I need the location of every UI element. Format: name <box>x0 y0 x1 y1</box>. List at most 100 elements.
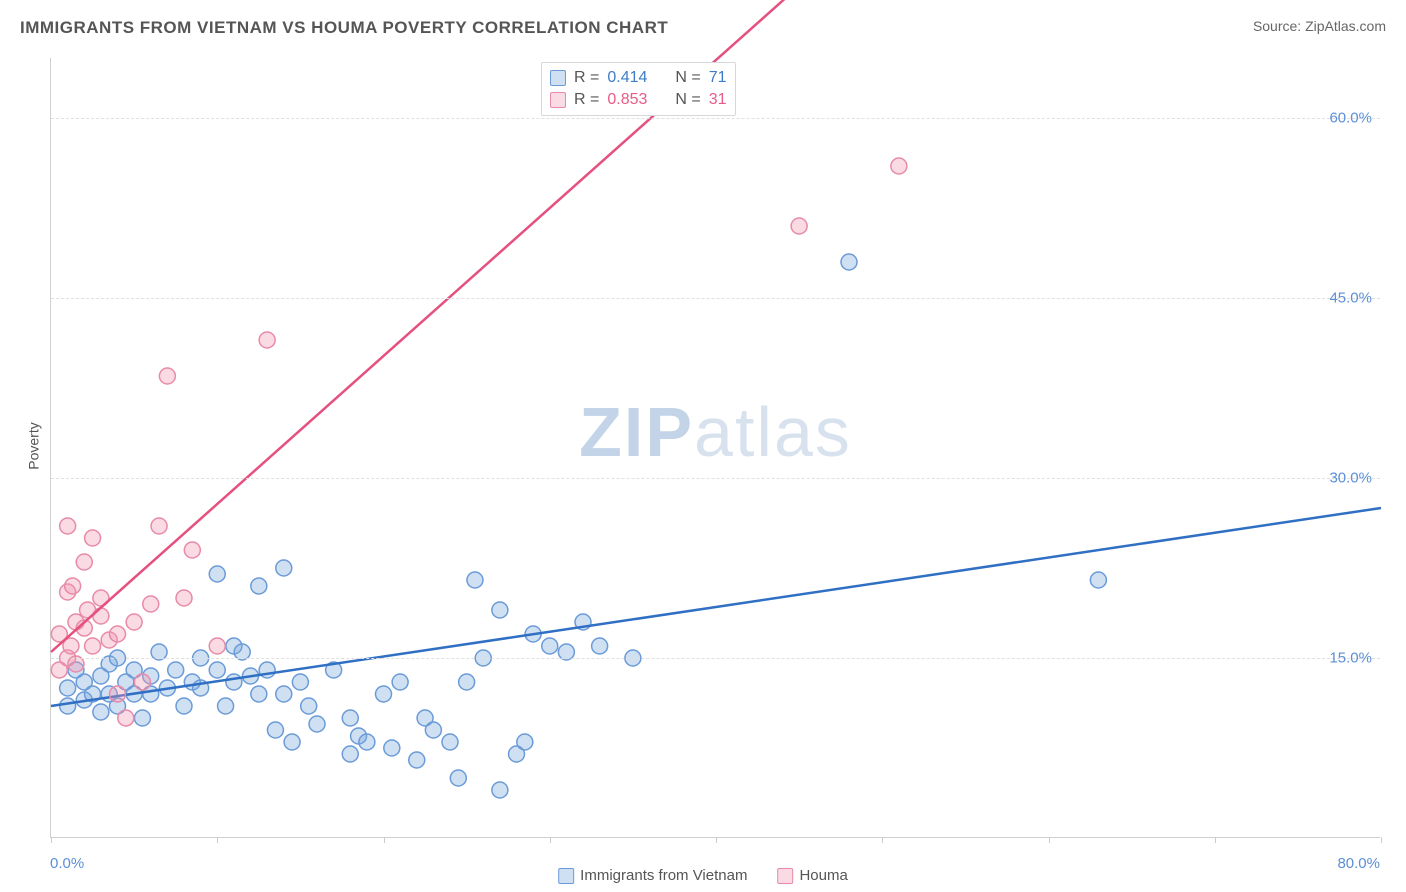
y-axis-label: Poverty <box>26 422 42 469</box>
data-point <box>467 572 483 588</box>
n-label: N = <box>675 91 700 109</box>
data-point <box>450 770 466 786</box>
legend-row-series1: R = 0.414 N = 71 <box>550 67 727 89</box>
data-point <box>226 674 242 690</box>
bottom-legend-item-series1: Immigrants from Vietnam <box>558 867 747 884</box>
data-point <box>143 596 159 612</box>
data-point <box>384 740 400 756</box>
data-point <box>93 608 109 624</box>
x-tick <box>1381 837 1382 843</box>
data-point <box>209 566 225 582</box>
data-point <box>442 734 458 750</box>
data-point <box>209 662 225 678</box>
data-point <box>276 686 292 702</box>
data-point <box>284 734 300 750</box>
r-value-series1: 0.414 <box>607 69 647 87</box>
data-point <box>168 662 184 678</box>
data-point <box>791 218 807 234</box>
data-point <box>126 614 142 630</box>
data-point <box>151 518 167 534</box>
data-point <box>184 542 200 558</box>
data-point <box>342 746 358 762</box>
source-label: Source: <box>1253 18 1305 34</box>
trend-line <box>51 508 1381 706</box>
r-value-series2: 0.853 <box>607 91 647 109</box>
data-point <box>342 710 358 726</box>
gridline <box>51 658 1380 659</box>
data-point <box>176 698 192 714</box>
data-point <box>85 638 101 654</box>
legend-label-series2: Houma <box>799 867 847 884</box>
data-point <box>110 626 126 642</box>
x-tick <box>716 837 717 843</box>
data-point <box>542 638 558 654</box>
correlation-legend-box: R = 0.414 N = 71 R = 0.853 N = 31 <box>541 62 736 116</box>
data-point <box>134 674 150 690</box>
gridline <box>51 478 1380 479</box>
data-point <box>592 638 608 654</box>
data-point <box>492 782 508 798</box>
x-tick <box>384 837 385 843</box>
data-point <box>492 602 508 618</box>
data-point <box>267 722 283 738</box>
r-label: R = <box>574 91 599 109</box>
data-point <box>134 710 150 726</box>
y-tick-label: 15.0% <box>1329 650 1372 667</box>
data-point <box>276 560 292 576</box>
data-point <box>459 674 475 690</box>
data-point <box>218 698 234 714</box>
data-point <box>841 254 857 270</box>
header: IMMIGRANTS FROM VIETNAM VS HOUMA POVERTY… <box>20 18 1386 48</box>
data-point <box>76 554 92 570</box>
gridline <box>51 118 1380 119</box>
legend-swatch-series1 <box>550 70 566 86</box>
data-point <box>60 680 76 696</box>
data-point <box>259 332 275 348</box>
legend-swatch-series2-icon <box>777 868 793 884</box>
data-point <box>301 698 317 714</box>
x-tick <box>1215 837 1216 843</box>
x-tick <box>51 837 52 843</box>
y-tick-label: 60.0% <box>1329 110 1372 127</box>
legend-swatch-series2 <box>550 92 566 108</box>
chart-container: IMMIGRANTS FROM VIETNAM VS HOUMA POVERTY… <box>0 0 1406 892</box>
data-point <box>292 674 308 690</box>
source-attribution: Source: ZipAtlas.com <box>1253 18 1386 34</box>
legend-label-series1: Immigrants from Vietnam <box>580 867 747 884</box>
data-point <box>309 716 325 732</box>
n-label: N = <box>675 69 700 87</box>
data-point <box>359 734 375 750</box>
plot-svg <box>51 58 1380 837</box>
x-max-label: 80.0% <box>1337 855 1380 872</box>
data-point <box>65 578 81 594</box>
data-point <box>251 686 267 702</box>
data-point <box>176 590 192 606</box>
x-tick <box>217 837 218 843</box>
data-point <box>517 734 533 750</box>
data-point <box>425 722 441 738</box>
data-point <box>110 686 126 702</box>
legend-row-series2: R = 0.853 N = 31 <box>550 89 727 111</box>
data-point <box>60 518 76 534</box>
data-point <box>251 578 267 594</box>
chart-title: IMMIGRANTS FROM VIETNAM VS HOUMA POVERTY… <box>20 18 668 38</box>
data-point <box>376 686 392 702</box>
x-tick <box>1049 837 1050 843</box>
x-min-label: 0.0% <box>50 855 84 872</box>
data-point <box>209 638 225 654</box>
data-point <box>409 752 425 768</box>
plot-area: ZIPatlas R = 0.414 N = 71 R = 0.853 N = … <box>50 58 1380 838</box>
data-point <box>392 674 408 690</box>
data-point <box>1090 572 1106 588</box>
x-tick <box>882 837 883 843</box>
data-point <box>85 530 101 546</box>
r-label: R = <box>574 69 599 87</box>
source-name: ZipAtlas.com <box>1305 18 1386 34</box>
bottom-legend-item-series2: Houma <box>777 867 847 884</box>
n-value-series2: 31 <box>709 91 727 109</box>
bottom-legend: Immigrants from Vietnam Houma <box>558 867 848 884</box>
x-tick <box>550 837 551 843</box>
y-tick-label: 30.0% <box>1329 470 1372 487</box>
data-point <box>891 158 907 174</box>
data-point <box>60 698 76 714</box>
